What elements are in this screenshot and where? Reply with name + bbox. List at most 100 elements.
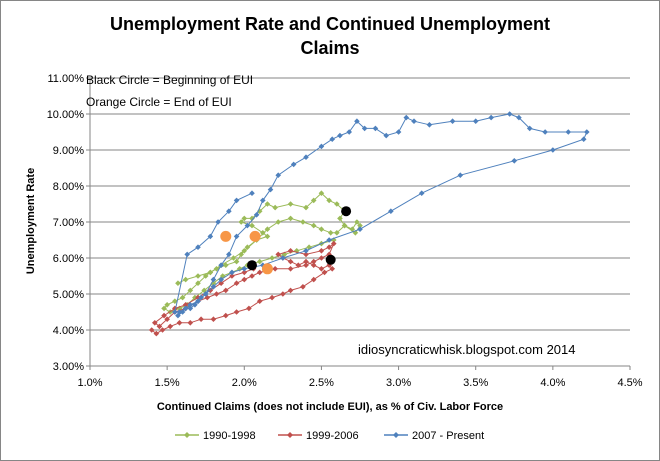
data-point <box>172 309 178 315</box>
data-point <box>230 255 237 261</box>
data-point <box>207 287 214 294</box>
data-point <box>153 330 160 337</box>
data-point <box>275 219 282 225</box>
data-point <box>241 276 248 283</box>
chart-title-line-2: Claims <box>300 38 359 58</box>
chart-title-line-1: Unemployment Rate and Continued Unemploy… <box>110 14 550 34</box>
eui-end-marker <box>249 230 261 242</box>
data-point <box>198 316 204 322</box>
data-point <box>488 114 494 121</box>
data-point <box>176 309 183 315</box>
data-point <box>148 327 155 333</box>
legend: 1990-1998 1999-2006 2007 - Present <box>175 430 484 442</box>
series-2 <box>172 111 590 319</box>
data-point <box>326 244 332 250</box>
x-tick-label: 2.5% <box>309 377 334 389</box>
eui-begin-marker <box>247 260 257 271</box>
data-point <box>233 197 240 204</box>
data-point <box>303 258 309 265</box>
x-axis-title: Continued Claims (does not include EUI),… <box>157 401 503 413</box>
legend-item-2: 2007 - Present <box>384 430 484 442</box>
data-point <box>287 201 294 207</box>
data-point <box>249 222 255 229</box>
y-tick-label: 9.00% <box>53 145 84 157</box>
y-tick-label: 6.00% <box>53 253 84 265</box>
data-point <box>161 312 167 319</box>
data-point <box>310 276 317 283</box>
data-point <box>198 294 204 301</box>
data-point <box>182 276 189 283</box>
x-tick-label: 4.5% <box>617 377 642 389</box>
data-point <box>411 118 417 124</box>
data-point <box>264 226 271 232</box>
data-point <box>349 226 356 232</box>
data-point <box>182 305 189 312</box>
eui-end-marker <box>220 230 232 242</box>
data-point <box>334 201 340 207</box>
data-point <box>161 305 167 312</box>
data-point <box>179 294 186 301</box>
data-point <box>352 230 359 236</box>
series-line <box>163 192 361 313</box>
data-point <box>267 186 274 193</box>
data-point <box>222 262 229 268</box>
data-point <box>287 248 294 254</box>
x-tick-label: 2.0% <box>232 377 257 389</box>
legend-swatch-marker <box>393 432 399 438</box>
data-point <box>426 122 433 128</box>
data-point <box>233 309 240 315</box>
data-point <box>241 266 248 272</box>
credit-text: idiosyncraticwhisk.blogspot.com 2014 <box>358 342 576 357</box>
data-point <box>472 118 479 124</box>
data-point <box>354 219 360 225</box>
data-point <box>187 302 194 308</box>
data-point <box>372 125 379 132</box>
data-point <box>210 316 217 322</box>
data-point <box>280 255 286 261</box>
data-point <box>280 291 286 297</box>
data-point <box>156 323 163 330</box>
eui-end-marker <box>261 263 273 275</box>
data-point <box>383 132 390 139</box>
data-point <box>218 262 224 268</box>
data-point <box>195 280 201 286</box>
x-tick-label: 3.5% <box>463 377 488 389</box>
data-point <box>310 222 317 229</box>
data-point <box>207 233 214 240</box>
data-point <box>244 222 251 229</box>
data-point <box>195 298 201 304</box>
data-point <box>361 125 368 132</box>
data-point <box>175 312 181 319</box>
data-point <box>357 226 363 232</box>
data-point <box>226 251 232 258</box>
data-point <box>195 273 201 279</box>
data-point <box>526 125 533 132</box>
data-point <box>172 298 178 304</box>
data-point <box>222 312 229 319</box>
data-point <box>272 266 278 272</box>
data-point <box>222 287 229 294</box>
data-point <box>326 262 332 268</box>
data-point <box>204 294 211 301</box>
data-point <box>179 309 186 315</box>
data-point <box>260 262 266 268</box>
legend-label: 1999-2006 <box>306 430 359 442</box>
data-point <box>318 143 325 150</box>
data-point <box>164 316 170 322</box>
data-point <box>215 219 221 225</box>
data-point <box>249 215 255 222</box>
data-point <box>195 244 201 250</box>
data-point <box>256 269 263 276</box>
data-point <box>395 129 402 135</box>
legend-swatch-marker <box>184 432 190 438</box>
y-tick-label: 10.00% <box>47 109 85 121</box>
data-point <box>303 262 309 268</box>
data-point <box>310 258 317 265</box>
data-point <box>256 208 263 214</box>
data-point <box>334 230 340 236</box>
data-point <box>210 276 217 283</box>
data-point <box>229 273 235 279</box>
data-point <box>337 215 343 222</box>
data-point <box>327 230 334 236</box>
data-point <box>249 190 255 196</box>
